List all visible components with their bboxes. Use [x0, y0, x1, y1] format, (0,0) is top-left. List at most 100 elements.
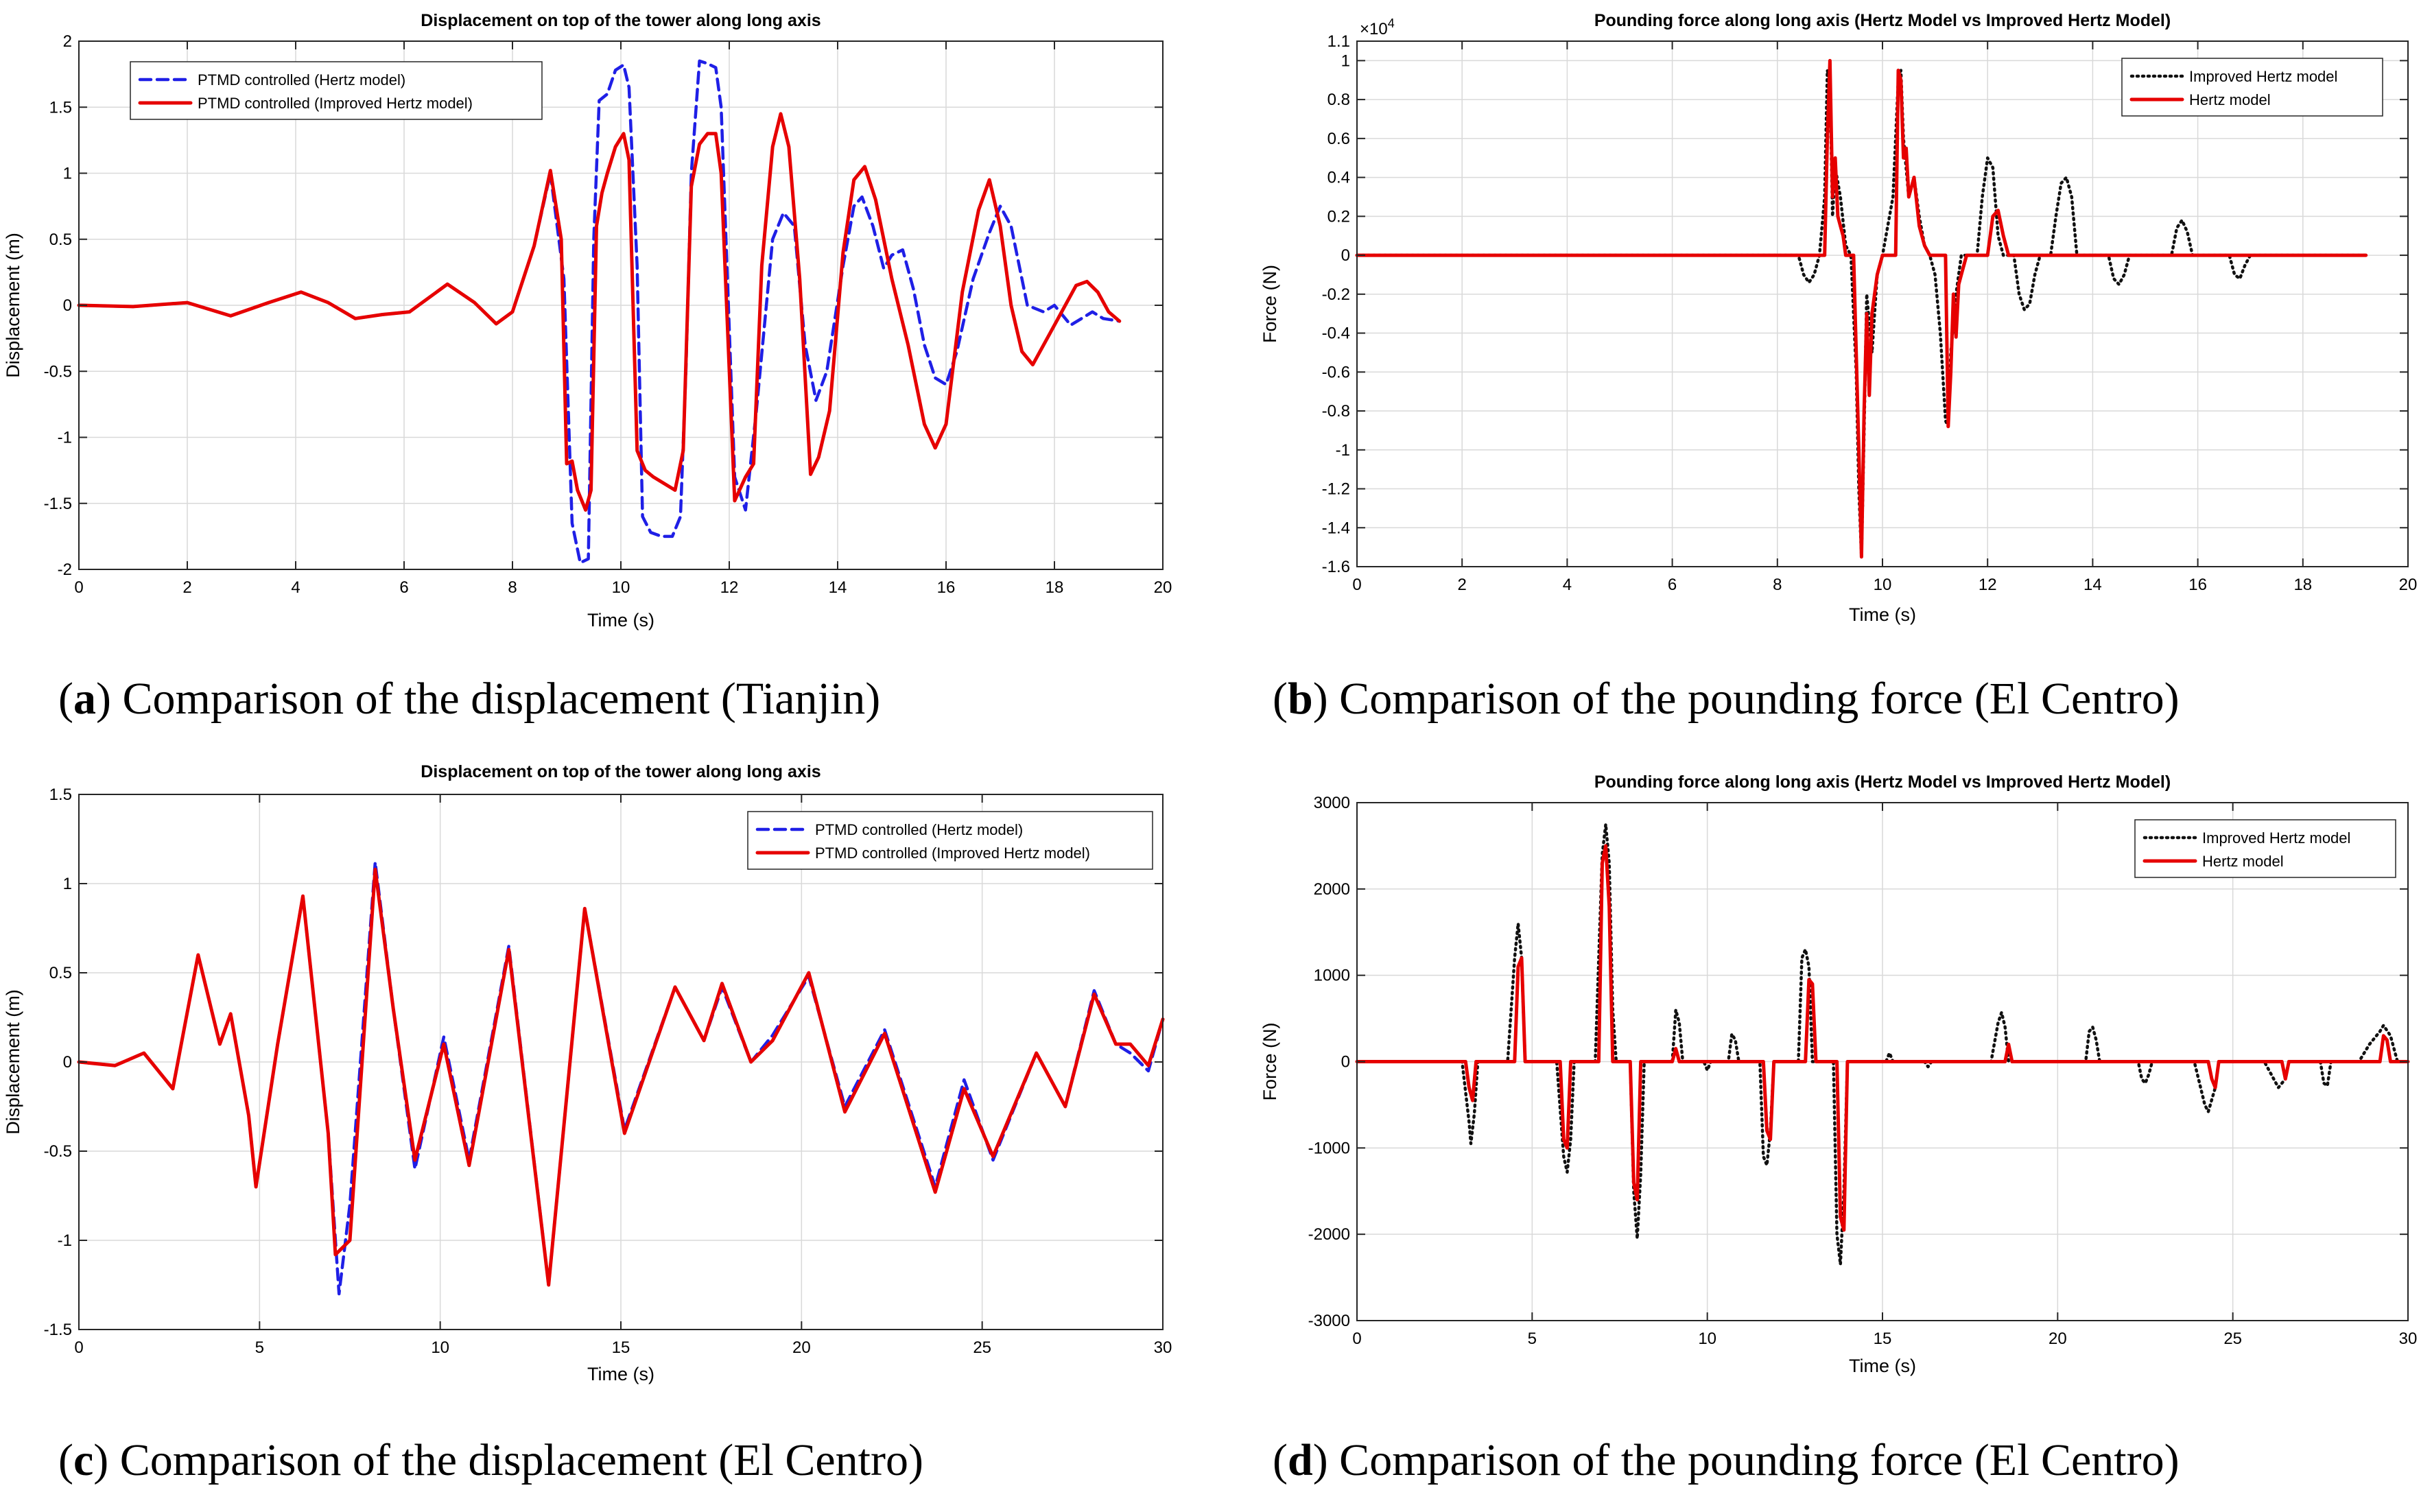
- panel-caption: (d) Comparison of the pounding force (El…: [1273, 1435, 2180, 1485]
- legend-label-1: Improved Hertz model: [2202, 829, 2350, 847]
- y-tick-label: 0.5: [49, 964, 72, 982]
- x-tick-label: 8: [1773, 576, 1782, 594]
- y-tick-label: 2: [63, 32, 72, 51]
- x-tick-label: 30: [2399, 1330, 2418, 1348]
- legend: Improved Hertz model Hertz model: [2121, 58, 2383, 117]
- x-tick-label: 2: [182, 578, 191, 597]
- legend-label-1: Improved Hertz model: [2189, 68, 2337, 85]
- x-tick-label: 20: [1154, 578, 1172, 597]
- y-tick-label: -1.4: [1322, 519, 1350, 537]
- x-tick-label: 2: [1458, 576, 1467, 594]
- y-axis-label: Displacement (m): [3, 989, 23, 1135]
- y-tick-label: 1.5: [49, 98, 72, 117]
- chart-panel-a: 0 2 4 6 8 10 12 14 16 18 20 -2 -1.5 -1 -0.5 0 0.5 1 1.5 2 Di…: [3, 11, 1172, 724]
- y-tick-label: -0.8: [1322, 402, 1350, 421]
- y-tick-label: 2000: [1314, 880, 1350, 899]
- legend: PTMD controlled (Hertz model) PTMD contro…: [130, 61, 543, 120]
- legend-label-2: Hertz model: [2189, 91, 2271, 108]
- series-line-2: [77, 112, 1122, 512]
- x-tick-label: 10: [431, 1338, 449, 1357]
- legend-label-1: PTMD controlled (Hertz model): [198, 71, 405, 88]
- legend-label-2: Hertz model: [2202, 853, 2284, 870]
- y-axis-label: Force (N): [1260, 1023, 1280, 1101]
- y-tick-label: 0.5: [49, 231, 72, 249]
- chart-panel-c: 0 5 10 15 20 25 30 -1.5 -1 -0.5 0 0.5 1 1.5 Displaceme…: [3, 762, 1172, 1485]
- y-tick-label: -1.6: [1322, 558, 1350, 576]
- series-line-2: [77, 867, 1165, 1287]
- x-tick-label: 10: [612, 578, 630, 597]
- series-line-2: [1355, 58, 2368, 559]
- x-tick-label: 15: [1874, 1330, 1892, 1348]
- chart-title: Pounding force along long axis (Hertz Mo…: [1594, 11, 2171, 30]
- x-tick-label: 0: [74, 1338, 83, 1357]
- x-tick-label: 12: [720, 578, 739, 597]
- x-tick-label: 20: [2399, 576, 2418, 594]
- y-tick-label: 1: [1341, 51, 1350, 70]
- x-axis-label: Time (s): [587, 610, 654, 630]
- x-tick-label: 4: [1563, 576, 1572, 594]
- x-tick-label: 25: [973, 1338, 991, 1357]
- legend-box: [2134, 819, 2396, 878]
- x-tick-label: 14: [829, 578, 847, 597]
- x-tick-label: 30: [1154, 1338, 1172, 1357]
- chart-title: Displacement on top of the tower along l…: [421, 762, 820, 781]
- y-axis-label: Force (N): [1260, 265, 1280, 343]
- y-tick-label: 0.2: [1327, 207, 1350, 226]
- y-axis-label: Displacement (m): [3, 233, 23, 378]
- y-tick-label: -2: [58, 560, 72, 579]
- x-tick-label: 25: [2223, 1330, 2242, 1348]
- series-line-2: [1355, 844, 2410, 1232]
- y-tick-label: -1.5: [44, 495, 72, 513]
- x-tick-label: 14: [2083, 576, 2102, 594]
- x-tick-label: 0: [74, 578, 83, 597]
- y-tick-label: 1.5: [49, 785, 72, 804]
- y-tick-label: 0: [63, 296, 72, 315]
- x-tick-label: 6: [399, 578, 408, 597]
- y-tick-label: -1: [58, 429, 72, 447]
- x-tick-label: 20: [2049, 1330, 2067, 1348]
- y-tick-label: -0.4: [1322, 324, 1350, 343]
- x-tick-label: 10: [1874, 576, 1892, 594]
- y-tick-label: 1.1: [1327, 32, 1350, 51]
- y-tick-label: -1.5: [44, 1321, 72, 1339]
- chart-panel-d: 0 5 10 15 20 25 30 -3000 -2000 -1000 0 1000 2000 3000…: [1260, 772, 2417, 1485]
- y-tick-label: 0: [1341, 246, 1350, 265]
- x-tick-label: 20: [792, 1338, 811, 1357]
- x-tick-label: 18: [2293, 576, 2312, 594]
- series-line-1: [77, 59, 1122, 565]
- y-tick-label: 0: [1341, 1053, 1350, 1072]
- y-tick-label: -0.5: [44, 362, 72, 381]
- y-tick-label: 0: [63, 1053, 72, 1072]
- chart-panel-b: 0 2 4 6 8 10 12 14 16 18 20-1.6-1.4-1.2-1-0.8-0.6-…: [1260, 11, 2417, 724]
- chart-title: Displacement on top of the tower along l…: [421, 11, 820, 30]
- panel-caption: (c) Comparison of the displacement (El C…: [58, 1435, 923, 1485]
- legend-label-2: PTMD controlled (Improved Hertz model): [815, 844, 1090, 862]
- y-tick-label: -1: [1336, 441, 1350, 460]
- y-tick-label: -0.5: [44, 1142, 72, 1161]
- legend: PTMD controlled (Hertz model) PTMD contro…: [747, 811, 1153, 870]
- x-tick-label: 5: [1528, 1330, 1537, 1348]
- legend: Improved Hertz model Hertz model: [2134, 819, 2396, 878]
- y-multiplier-label: ×104: [1360, 16, 1395, 38]
- x-tick-label: 18: [1046, 578, 1064, 597]
- y-tick-label: 0.4: [1327, 169, 1350, 187]
- legend-label-1: PTMD controlled (Hertz model): [815, 821, 1023, 838]
- x-tick-label: 8: [508, 578, 517, 597]
- panel-caption: (a) Comparison of the displacement (Tian…: [58, 674, 880, 724]
- panel-caption: (b) Comparison of the pounding force (El…: [1273, 674, 2180, 724]
- x-tick-label: 16: [937, 578, 956, 597]
- legend-box: [2121, 58, 2383, 117]
- y-tick-label: -1: [58, 1231, 72, 1250]
- legend-box: [747, 811, 1153, 870]
- y-tick-label: 1: [63, 165, 72, 183]
- x-tick-label: 0: [1352, 576, 1361, 594]
- x-tick-label: 10: [1698, 1330, 1716, 1348]
- legend-label-2: PTMD controlled (Improved Hertz model): [198, 95, 473, 112]
- x-tick-label: 16: [2188, 576, 2207, 594]
- x-tick-label: 4: [291, 578, 300, 597]
- x-tick-label: 15: [612, 1338, 630, 1357]
- y-tick-label: 0.8: [1327, 91, 1350, 109]
- y-tick-label: 0.6: [1327, 130, 1350, 148]
